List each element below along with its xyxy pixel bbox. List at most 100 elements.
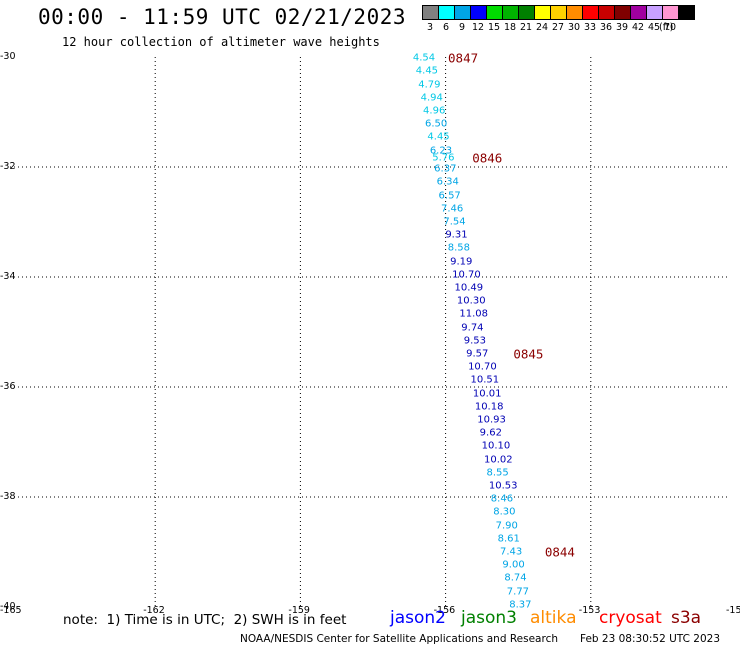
wave-height-label: 10.02 — [484, 454, 513, 466]
wave-height-label: 10.18 — [474, 401, 504, 413]
time-label: 0846 — [472, 150, 503, 166]
wave-height-label: 9.62 — [479, 427, 502, 439]
legend-label: 42 — [631, 22, 645, 33]
wave-height-label: 9.74 — [461, 322, 484, 334]
timestamp-text: Feb 23 08:30:52 UTC 2023 — [580, 633, 720, 645]
lat-tick-label: -38 — [0, 491, 16, 502]
legend-label: 30 — [567, 22, 581, 33]
satellite-cryosat: cryosat — [599, 608, 662, 628]
map-plot — [10, 57, 736, 611]
legend-label: 45 — [647, 22, 661, 33]
footnote: note: 1) Time is in UTC; 2) SWH is in fe… — [63, 612, 347, 628]
wave-height-label: 10.30 — [456, 295, 486, 307]
wave-height-label: 11.08 — [459, 308, 488, 320]
satellite-jason3: jason3 — [461, 608, 517, 628]
lat-tick-label: -30 — [0, 51, 16, 62]
legend-label: 33 — [583, 22, 597, 33]
wave-height-label: 7.77 — [506, 586, 530, 598]
wave-height-label: 8.74 — [504, 572, 527, 584]
wave-height-label: 9.57 — [466, 348, 489, 360]
satellite-s3a: s3a — [671, 608, 702, 628]
wave-height-label: 8.55 — [486, 467, 509, 479]
lon-tick-label: -156 — [433, 605, 456, 616]
map-subtitle: 12 hour collection of altimeter wave hei… — [62, 35, 380, 49]
time-label: 0847 — [448, 50, 479, 66]
wave-height-label: 10.70 — [452, 269, 481, 281]
wave-height-label: 7.90 — [495, 520, 518, 532]
wave-height-label: 10.51 — [470, 374, 500, 386]
wave-height-label: 7.54 — [443, 216, 466, 228]
legend-swatch — [614, 5, 631, 20]
lat-tick-label: -36 — [0, 381, 16, 392]
legend-swatch — [598, 5, 615, 20]
legend-swatch — [566, 5, 583, 20]
legend-swatch — [630, 5, 647, 20]
wave-height-label: 10.70 — [468, 361, 497, 373]
wave-height-label: 4.45 — [415, 65, 439, 77]
wave-height-label: 10.49 — [454, 282, 484, 294]
legend-swatch — [518, 5, 535, 20]
wave-height-label: 6.57 — [438, 190, 461, 202]
satellite-altika: altika — [530, 608, 577, 628]
wave-height-label: 10.93 — [477, 414, 506, 426]
wave-height-label: 8.61 — [497, 533, 520, 545]
legend-swatch — [678, 5, 695, 20]
wave-height-label: 9.19 — [450, 256, 473, 268]
legend-label: 70 — [663, 22, 677, 33]
legend-label: 24 — [535, 22, 549, 33]
wave-height-label: 8.58 — [447, 242, 470, 254]
legend-label: 39 — [615, 22, 629, 33]
legend-swatch — [454, 5, 471, 20]
map-title: 00:00 - 11:59 UTC 02/21/2023 — [38, 5, 407, 29]
legend-label: 6 — [442, 22, 450, 33]
legend-swatch — [534, 5, 551, 20]
satellite-jason2: jason2 — [390, 608, 446, 628]
wave-height-label: 6.37 — [434, 163, 457, 175]
wave-height-label: 6.23 — [429, 145, 453, 156]
lon-tick-label: -153 — [578, 605, 601, 616]
legend-label: 9 — [458, 22, 466, 33]
legend-swatch — [422, 5, 439, 20]
wave-height-label: 7.43 — [500, 546, 523, 558]
wave-height-label: 8.46 — [490, 493, 514, 505]
wave-height-label: 4.94 — [420, 92, 443, 104]
wave-height-label: 10.53 — [488, 480, 518, 492]
legend-label: 15 — [487, 22, 501, 33]
lon-tick-label: -162 — [143, 605, 165, 616]
wave-height-label: 6.34 — [436, 176, 459, 188]
lat-tick-label: -32 — [0, 161, 16, 172]
legend-swatch — [486, 5, 503, 20]
wave-height-label: 9.00 — [502, 559, 525, 571]
credit-text: NOAA/NESDIS Center for Satellite Applica… — [240, 633, 558, 645]
legend-label: 18 — [503, 22, 517, 33]
wave-height-label: 5.76 — [432, 152, 455, 164]
map-grid — [10, 57, 736, 607]
wave-height-label: 9.31 — [445, 229, 468, 241]
legend-label: 27 — [551, 22, 565, 33]
color-legend — [422, 5, 695, 21]
lon-tick-label: -150 — [726, 605, 740, 616]
legend-label: 21 — [519, 22, 533, 33]
legend-label: 36 — [599, 22, 613, 33]
time-label: 0844 — [544, 544, 575, 560]
legend-label: 3 — [426, 22, 434, 33]
wave-height-label: 10.01 — [472, 388, 502, 400]
wave-height-label: 10.10 — [481, 440, 511, 452]
wave-height-label: 8.30 — [493, 506, 516, 518]
wave-height-label: 9.53 — [463, 335, 486, 347]
legend-swatch — [502, 5, 519, 20]
legend-unit: (ft) — [659, 22, 674, 33]
wave-height-label: 4.54 — [412, 52, 436, 64]
wave-height-label: 7.46 — [440, 203, 464, 215]
legend-swatch — [646, 5, 663, 20]
wave-height-label: 6.50 — [424, 118, 448, 130]
wave-height-label: 4.45 — [427, 131, 450, 143]
lon-tick-label: -159 — [288, 605, 310, 616]
legend-swatch — [438, 5, 455, 20]
wave-height-label: 4.96 — [423, 105, 446, 117]
lat-tick-label: -40 — [0, 601, 16, 612]
legend-label: 12 — [471, 22, 485, 33]
time-label: 0845 — [513, 346, 544, 362]
legend-swatch — [582, 5, 599, 20]
wave-height-label: 4.79 — [418, 79, 441, 90]
